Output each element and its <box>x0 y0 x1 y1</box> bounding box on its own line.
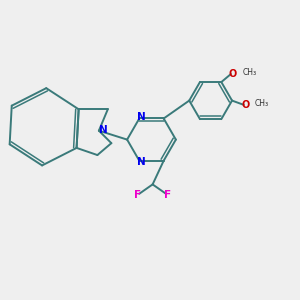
Text: CH₃: CH₃ <box>255 99 269 108</box>
Text: F: F <box>134 190 141 200</box>
Text: O: O <box>228 69 236 79</box>
Text: O: O <box>241 100 249 110</box>
Text: CH₃: CH₃ <box>242 68 256 77</box>
Text: N: N <box>137 157 146 167</box>
Text: N: N <box>99 125 108 135</box>
Text: N: N <box>137 112 146 122</box>
Text: F: F <box>164 190 171 200</box>
